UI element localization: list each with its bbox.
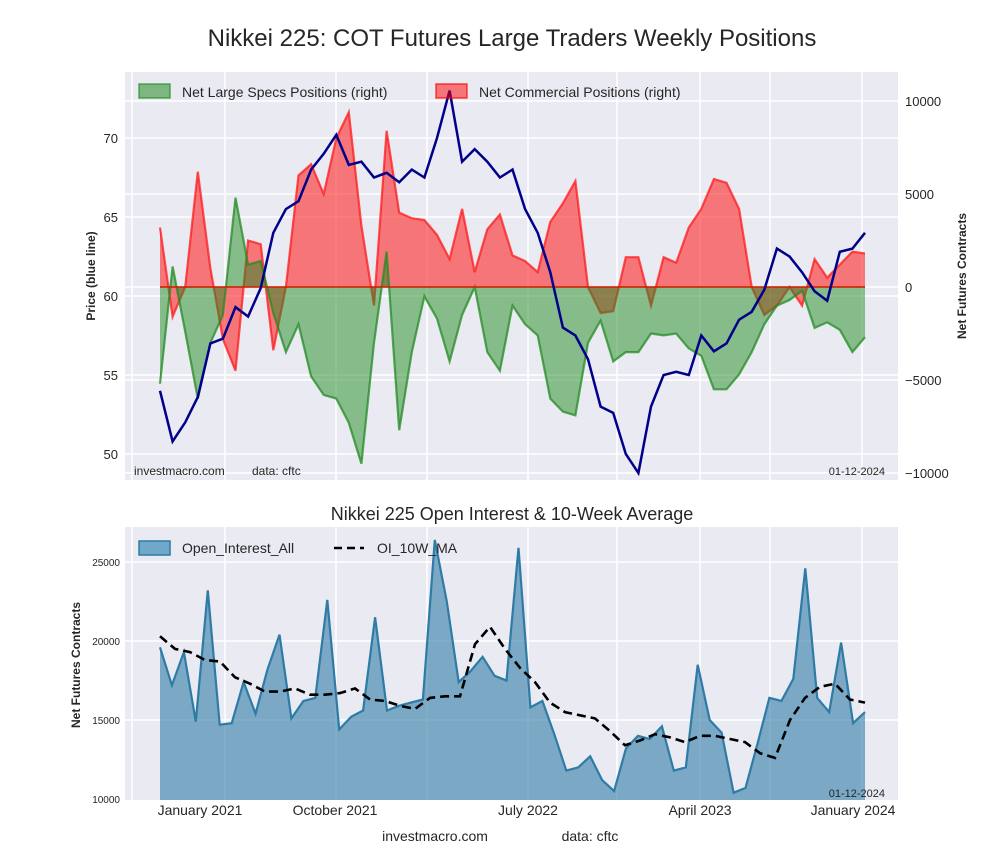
x-tick-label: October 2021 (293, 802, 378, 818)
top-source-note: data: cftc (252, 464, 301, 478)
oi-line (158, 539, 866, 795)
legend-label-commercial: Net Commercial Positions (right) (479, 84, 681, 100)
bottom-y-tick-label: 20000 (92, 637, 120, 648)
legend-swatch-commercial (435, 83, 468, 99)
top-legend: Net Large Specs Positions (right) Net Co… (138, 83, 681, 100)
ma-line (159, 624, 866, 760)
right-tick-label: 0 (905, 280, 912, 295)
left-tick-label: 60 (104, 289, 118, 304)
left-tick-label: 70 (104, 131, 118, 146)
right-tick-label: 5000 (905, 187, 934, 202)
open-interest-area-series (158, 539, 866, 800)
main-title: Nikkei 225: COT Futures Large Traders We… (208, 25, 817, 52)
legend-label-oi: Open_Interest_All (182, 540, 294, 556)
bottom-y-tick-label: 15000 (92, 716, 120, 727)
right-axis-ticks: −10000 −5000 0 5000 10000 (905, 94, 949, 481)
commercial-fill (160, 112, 865, 371)
x-tick-label: July 2022 (498, 802, 558, 818)
left-tick-label: 55 (104, 368, 118, 383)
right-axis-label: Net Futures Contracts (955, 213, 969, 339)
x-tick-label: January 2021 (158, 802, 243, 818)
legend-swatch-specs (138, 83, 171, 99)
left-tick-label: 65 (104, 210, 118, 225)
specs-fill (160, 197, 865, 464)
legend-swatch-oi (138, 540, 171, 556)
footer-source: data: cftc (562, 828, 619, 844)
oi-moving-average-series (159, 624, 866, 760)
price-line-series (158, 90, 866, 477)
oi-fill (160, 539, 865, 800)
x-axis-ticks: January 2021 October 2021 July 2022 April 2… (158, 802, 896, 818)
bottom-y-tick-label: 10000 (92, 795, 120, 806)
left-axis-label: Price (blue line) (84, 231, 98, 320)
x-tick-label: January 2024 (811, 802, 896, 818)
bottom-y-tick-label: 25000 (92, 558, 120, 569)
left-axis-ticks: 50 55 60 65 70 (104, 131, 118, 462)
top-date-stamp: 01-12-2024 (829, 466, 885, 478)
oi-title: Nikkei 225 Open Interest & 10-Week Avera… (331, 504, 694, 524)
legend-label-specs: Net Large Specs Positions (right) (182, 84, 387, 100)
x-tick-label: April 2023 (668, 802, 731, 818)
footer-site: investmacro.com (382, 828, 488, 844)
legend-label-ma: OI_10W_MA (377, 540, 458, 556)
left-tick-label: 50 (104, 447, 118, 462)
specs-area-series (158, 197, 866, 465)
top-watermark: investmacro.com (134, 464, 225, 478)
right-tick-label: −10000 (905, 466, 949, 481)
right-tick-label: −5000 (905, 373, 942, 388)
bottom-y-axis-label: Net Futures Contracts (69, 602, 83, 728)
bottom-date-stamp: 01-12-2024 (829, 788, 885, 800)
bottom-legend: Open_Interest_All OI_10W_MA (138, 540, 458, 556)
bottom-y-axis-ticks: 10000 15000 20000 25000 (92, 558, 120, 806)
right-tick-label: 10000 (905, 94, 941, 109)
